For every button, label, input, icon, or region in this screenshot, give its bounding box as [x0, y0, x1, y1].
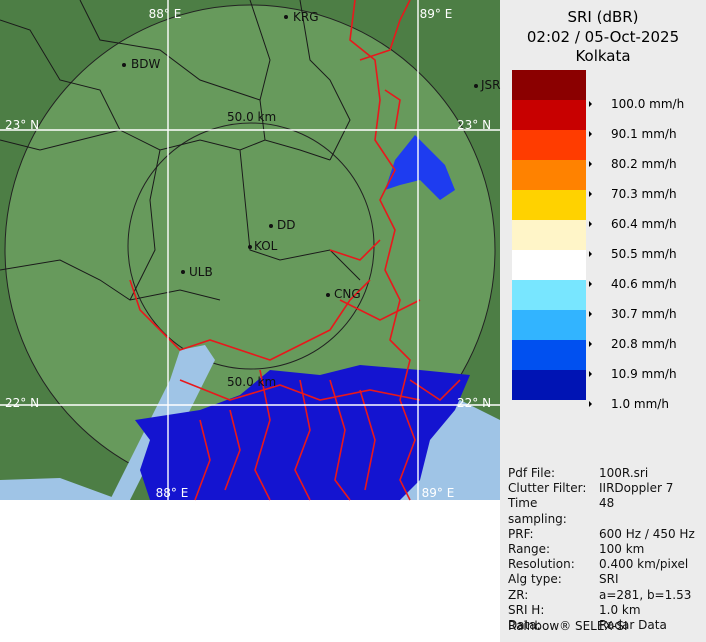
legend-label: 50.5 mm/h — [611, 247, 677, 261]
info-row: Alg type: SRI — [508, 572, 695, 587]
legend-tick — [589, 371, 592, 377]
district-borders — [0, 0, 361, 301]
legend-swatch — [512, 220, 586, 250]
info-value: 100 km — [599, 542, 645, 557]
map-label: 22° N — [457, 396, 491, 410]
info-value: Radar Data — [599, 618, 667, 633]
legend-label: 60.4 mm/h — [611, 217, 677, 231]
legend-label: 80.2 mm/h — [611, 157, 677, 171]
map-label: DD — [277, 218, 295, 232]
info-key: SRI H: — [508, 602, 545, 617]
echo-area — [135, 365, 470, 500]
graticule — [0, 0, 500, 500]
legend-swatch — [512, 280, 586, 310]
legend-label: 40.6 mm/h — [611, 277, 677, 291]
legend-swatch — [512, 340, 586, 370]
echo-area — [385, 135, 455, 200]
footer: Rainbow® SELEX-SI — [508, 619, 628, 633]
map-label: 22° N — [5, 396, 39, 410]
info-row: Range: 100 km — [508, 542, 695, 557]
info-key: Resolution: — [508, 557, 575, 572]
legend-swatch — [512, 160, 586, 190]
info-key: Pdf File: — [508, 466, 556, 480]
legend-tick — [589, 161, 592, 167]
map-label: 23° N — [457, 118, 491, 132]
map-label: 88° E — [149, 7, 182, 21]
legend-label: 30.7 mm/h — [611, 307, 677, 321]
legend-swatch — [512, 100, 586, 130]
info-value: 48 — [599, 496, 615, 511]
map-label: JSR — [480, 78, 501, 92]
legend-tick — [589, 131, 592, 137]
info-key: PRF: — [508, 526, 534, 541]
info-key: Clutter Filter: — [508, 481, 587, 496]
legend-tick — [589, 221, 592, 227]
timestamp: 02:02 / 05-Oct-2025 — [527, 28, 679, 46]
map-label: 50.0 km — [227, 375, 276, 389]
legend-swatch — [512, 190, 586, 220]
info-key: ZR: — [508, 587, 529, 602]
info-table: Pdf File: 100R.sri Clutter Filter: IIRDoppl… — [508, 466, 695, 633]
info-row: SRI H: 1.0 km — [508, 603, 695, 618]
info-value: 1.0 km — [599, 602, 641, 617]
info-row: Resolution: 0.400 km/pixel — [508, 557, 695, 572]
title: SRI (dBR) — [567, 8, 638, 26]
legend-label: 1.0 mm/h — [611, 397, 669, 411]
legend-tick — [589, 191, 592, 197]
legend-label: 90.1 mm/h — [611, 127, 677, 141]
legend-tick — [589, 341, 592, 347]
info-row: Pdf File: 100R.sri — [508, 466, 695, 481]
map-label: 88° E — [156, 486, 189, 500]
legend-tick — [589, 281, 592, 287]
map-label: 89° E — [420, 7, 453, 21]
map-label: KRG — [293, 10, 319, 24]
legend-tick — [589, 401, 592, 407]
legend-label: 20.8 mm/h — [611, 337, 677, 351]
legend-swatch — [512, 310, 586, 340]
legend-label: 100.0 mm/h — [611, 97, 684, 111]
info-value: 600 Hz / 450 Hz — [599, 526, 695, 541]
legend-swatch — [512, 400, 586, 460]
info-value: IIRDoppler 7 — [599, 481, 674, 496]
map-label: BDW — [131, 57, 160, 71]
legend-tick — [589, 311, 592, 317]
info-value: 100R.sri — [599, 466, 649, 480]
map-label: CNG — [334, 287, 361, 301]
map-label: ULB — [189, 265, 213, 279]
info-row: Clutter Filter: IIRDoppler 7 — [508, 481, 695, 496]
info-row: Time sampling: 48 — [508, 496, 695, 526]
info-value: 0.400 km/pixel — [599, 557, 689, 572]
info-key: Alg type: — [508, 572, 562, 587]
map-label: 50.0 km — [227, 110, 276, 124]
legend-swatch — [512, 370, 586, 400]
map-label: KOL — [254, 239, 278, 253]
legend-swatch — [512, 130, 586, 160]
legend-label: 10.9 mm/h — [611, 367, 677, 381]
info-row: Data: Radar Data — [508, 618, 695, 633]
legend-label: 70.3 mm/h — [611, 187, 677, 201]
map-label: 23° N — [5, 118, 39, 132]
legend-swatch — [512, 70, 586, 100]
location: Kolkata — [575, 47, 630, 65]
info-key: Time sampling: — [508, 496, 567, 526]
info-row: ZR: a=281, b=1.53 — [508, 588, 695, 603]
info-key: Range: — [508, 542, 551, 557]
rivers — [129, 0, 461, 501]
legend-swatch — [512, 250, 586, 280]
city-dots — [122, 15, 478, 297]
map-label: 89° E — [422, 486, 455, 500]
info-key: Data: — [508, 618, 541, 633]
legend-tick — [589, 101, 592, 107]
info-value: a=281, b=1.53 — [599, 587, 692, 602]
legend-tick — [589, 251, 592, 257]
info-row: PRF: 600 Hz / 450 Hz — [508, 527, 695, 542]
info-value: SRI — [599, 572, 619, 587]
